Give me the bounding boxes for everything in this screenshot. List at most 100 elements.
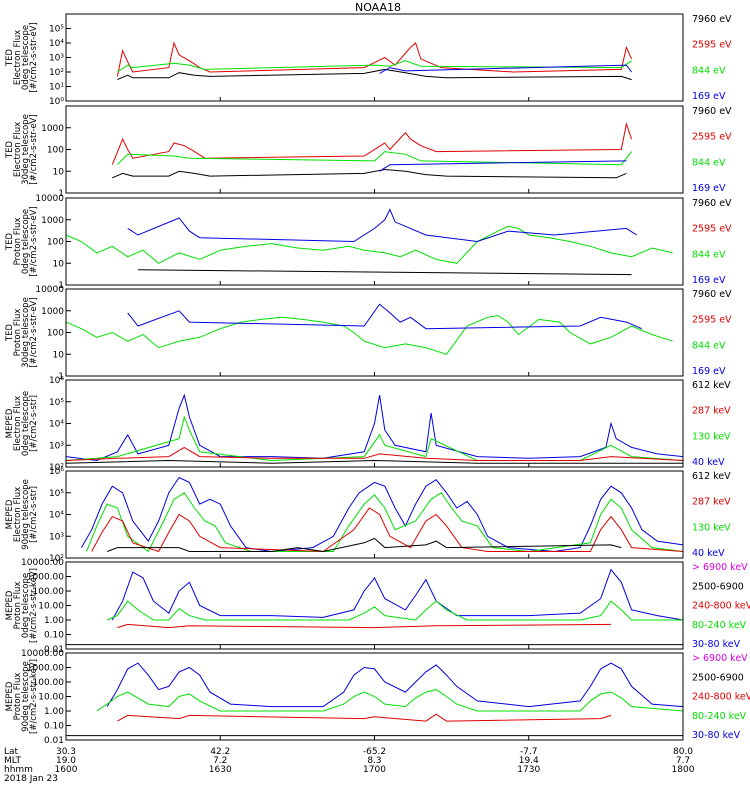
y-tick-label: 100.00 — [33, 678, 65, 688]
y-tick-label: 100.00 — [33, 587, 65, 597]
legend-label: 130 keV — [692, 431, 731, 442]
y-axis-label: 0deg telescope — [21, 573, 31, 638]
y-axis-label: 0deg telescope — [21, 391, 31, 456]
y-axis-label: Proton Flux — [13, 673, 23, 721]
legend-label: 2500-6900 — [692, 672, 744, 683]
y-tick-label: 10⁴ — [49, 511, 64, 521]
y-tick-label: 10000 — [35, 285, 64, 295]
panel-meped-proton-90deg: 0.01 0.10 1.00 10.00 100.00 1000.00 10000.00 ME… — [5, 649, 750, 746]
y-tick-label: 1.00 — [44, 616, 64, 626]
footer-value: 42.2 — [210, 747, 230, 757]
y-axis-label: [#/cm2-s-str-keV] — [29, 568, 39, 643]
y-tick-label: 10⁴ — [49, 420, 64, 430]
series-line-612-kev — [65, 459, 683, 464]
y-axis-label: [#/cm2-s-str-keV] — [29, 659, 39, 734]
y-tick-label: 10⁶ — [49, 467, 64, 477]
footer-row-label: Lat — [4, 747, 19, 757]
y-axis-label: 90deg telescope — [21, 661, 31, 732]
y-tick-label: 10.00 — [38, 693, 64, 703]
y-axis-label: Proton Flux — [13, 309, 23, 357]
y-axis-label: Proton Flux — [13, 582, 23, 630]
y-tick-label: 10² — [49, 68, 64, 78]
y-tick-label: 10 — [53, 259, 65, 269]
y-axis-label: Electron Flux — [13, 122, 23, 177]
y-tick-label: 100 — [47, 329, 64, 339]
y-tick-label: 1000 — [41, 216, 64, 226]
legend-label: 240-800 keV — [692, 601, 750, 612]
legend-label: 240-800 keV — [692, 692, 750, 703]
legend-label: 130 keV — [692, 522, 731, 533]
footer-row-label: hhmm — [4, 765, 33, 775]
legend-label: 844 eV — [692, 249, 726, 260]
y-axis-label: 0deg telescope — [21, 25, 31, 90]
y-axis-label: 30deg telescope — [21, 114, 31, 185]
y-tick-label: 1 — [58, 189, 64, 199]
legend-label: 2595 eV — [692, 315, 732, 326]
legend-label: 7960 eV — [692, 14, 732, 25]
y-axis-label: TED — [5, 323, 15, 342]
y-tick-label: 10¹ — [49, 83, 64, 93]
series-line-7960-ev — [112, 168, 627, 179]
y-tick-label: 10.00 — [38, 602, 64, 612]
y-axis-label: 30deg telescope — [21, 297, 31, 368]
y-tick-label: 1000 — [41, 124, 64, 134]
series-line-169-ev — [379, 160, 627, 172]
legend-label: 169 eV — [692, 183, 726, 194]
y-tick-label: 1 — [58, 372, 64, 382]
legend-label: 2595 eV — [692, 40, 732, 51]
legend-label: 2500-6900 — [692, 581, 744, 592]
y-axis-label: TED — [5, 140, 15, 159]
legend-label: 169 eV — [692, 91, 726, 102]
y-tick-label: 10000.00 — [21, 649, 64, 659]
y-tick-label: 0.10 — [44, 722, 64, 732]
series-line-844-ev — [65, 315, 673, 355]
y-axis-label: MEPED — [5, 499, 15, 529]
legend-label: 169 eV — [692, 366, 726, 377]
y-tick-label: 100 — [47, 146, 64, 156]
y-tick-label: 10³ — [49, 532, 64, 542]
legend-label: 80-240 keV — [692, 711, 747, 722]
legend-label: 30-80 keV — [692, 730, 741, 741]
panel-frame — [65, 288, 684, 377]
series-line-844-ev — [117, 60, 632, 73]
y-axis-label: [#/cm2-s-str] — [29, 486, 39, 543]
y-tick-label: 1000.00 — [27, 573, 64, 583]
y-tick-label: 0.01 — [44, 736, 64, 746]
footer-row-label: MLT — [4, 756, 22, 766]
y-axis-label: MEPED — [5, 681, 15, 711]
y-axis-label: Proton Flux — [13, 218, 23, 266]
footer-value: 1800 — [672, 765, 695, 775]
y-tick-label: 10³ — [49, 54, 64, 64]
series-line-130-kev — [65, 415, 684, 462]
legend-label: 7960 eV — [692, 106, 732, 117]
y-tick-label: 1000.00 — [27, 664, 64, 674]
legend-label: > 6900 keV — [692, 562, 748, 573]
legend-label: 287 keV — [692, 406, 731, 417]
legend-label: 7960 eV — [692, 289, 732, 300]
series-line-80-240-kev — [106, 600, 683, 621]
series-line-169-ev — [127, 208, 637, 243]
y-axis-label: [#/cm2-s-str-eV] — [29, 22, 39, 92]
y-tick-label: 10³ — [49, 441, 64, 451]
y-axis-label: Electron Flux — [13, 396, 23, 451]
y-tick-label: 100 — [47, 238, 64, 248]
y-tick-label: 10000.00 — [21, 558, 64, 568]
legend-label: 40 keV — [692, 457, 725, 468]
series-line-844-ev — [117, 151, 632, 166]
y-axis-label: Electron Flux — [13, 30, 23, 85]
series-line-30-80-kev — [111, 568, 684, 621]
footer-date: 2018 Jan 23 — [4, 774, 58, 784]
chart-title: NOAA18 — [355, 1, 401, 14]
legend-label: 844 eV — [692, 65, 726, 76]
series-line-40-kev — [65, 393, 684, 462]
legend-label: 287 keV — [692, 497, 731, 508]
footer-value: 80.0 — [673, 747, 693, 757]
legend-label: 169 eV — [692, 275, 726, 286]
legend-label: 7960 eV — [692, 198, 732, 209]
